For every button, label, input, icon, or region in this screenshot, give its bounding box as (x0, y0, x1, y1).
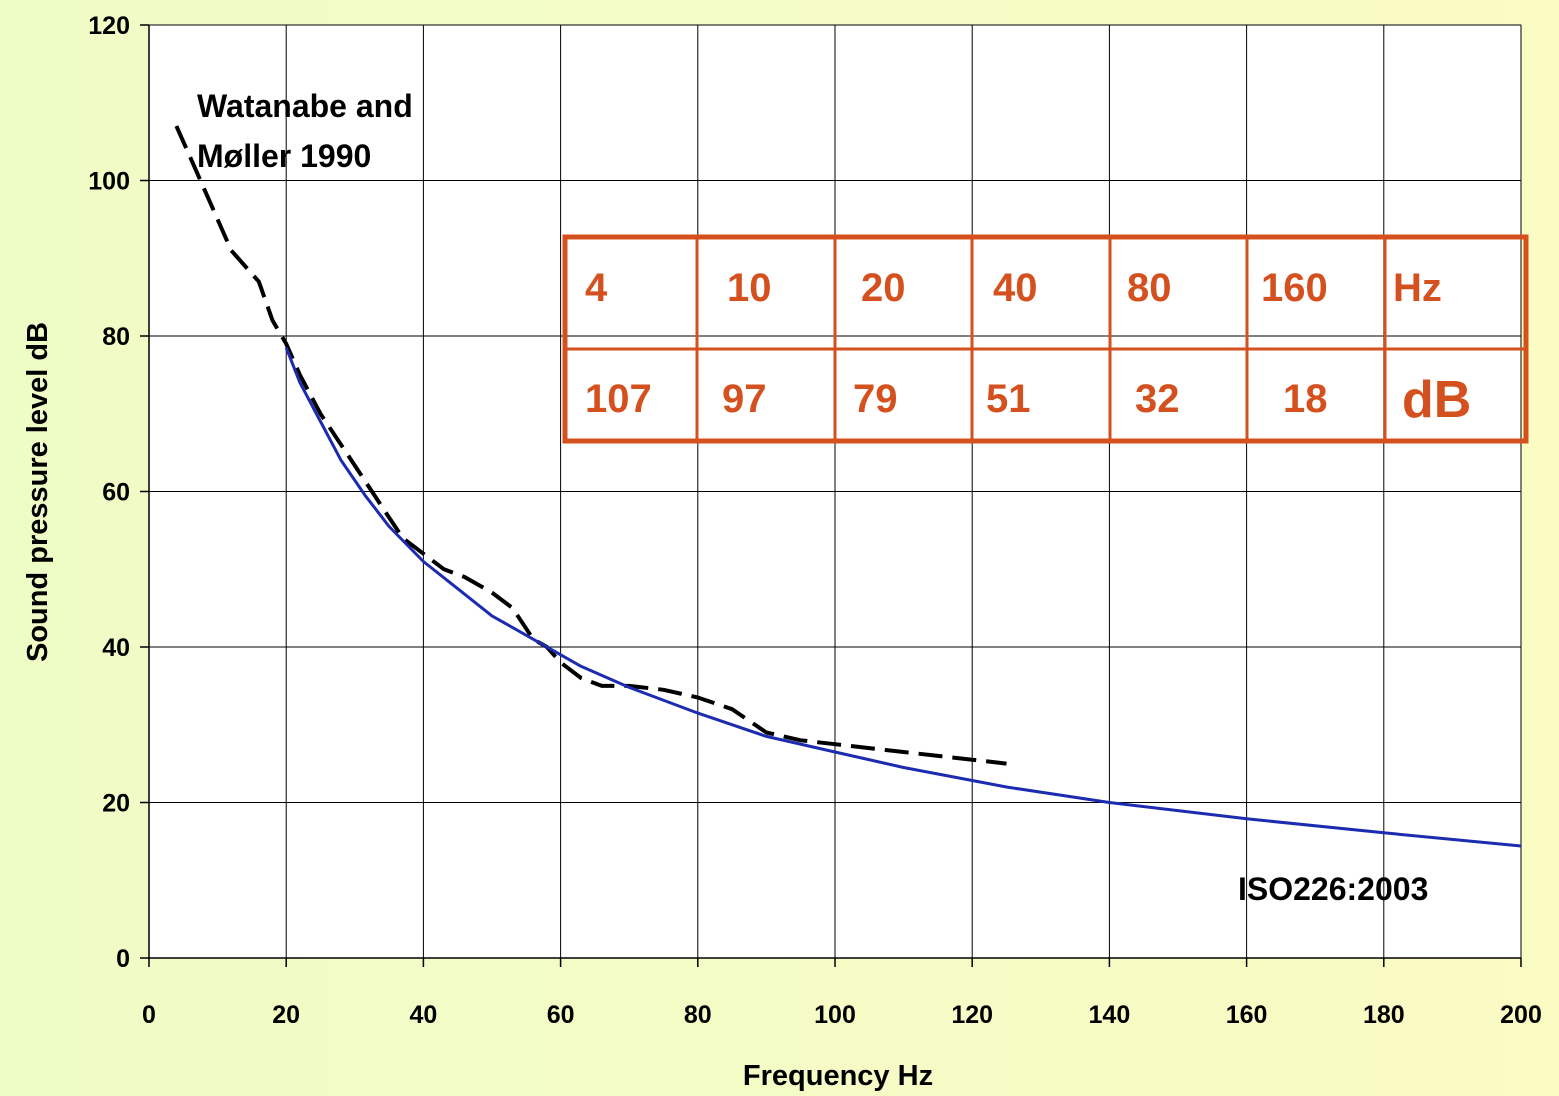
x-tick-labels: 0 20 40 60 80 100 120 140 160 180 200 (142, 1001, 1542, 1029)
x-tick-label: 60 (547, 1001, 575, 1029)
table-cell: 18 (1283, 377, 1328, 421)
y-tick-label: 60 (102, 479, 130, 507)
series-line-watanabe-moller (174, 125, 1007, 766)
table-cell: 40 (993, 266, 1038, 310)
table-cell: 107 (585, 377, 652, 421)
table-cell: 79 (853, 377, 898, 421)
table-cell: 10 (727, 266, 772, 310)
table-cell: 97 (722, 377, 767, 421)
axes (140, 24, 1522, 967)
table-cell: 51 (986, 377, 1031, 421)
table-cell: 80 (1127, 266, 1172, 310)
x-tick-label: 100 (814, 1001, 856, 1029)
table-cell: 20 (861, 266, 906, 310)
x-tick-label: 160 (1226, 1001, 1268, 1029)
y-tick-labels: 0 20 40 60 80 100 120 (88, 12, 130, 973)
annotation-watanabe-line1: Watanabe and (197, 88, 413, 124)
table-cell: Hz (1393, 266, 1442, 310)
frequency-level-table: 4 10 20 40 80 160 Hz 107 97 79 51 32 18 dB (562, 234, 1529, 444)
y-tick-label: 120 (88, 12, 130, 40)
y-tick-label: 80 (102, 323, 130, 351)
x-tick-label: 40 (409, 1001, 437, 1029)
x-tick-label: 80 (684, 1001, 712, 1029)
x-tick-label: 180 (1363, 1001, 1405, 1029)
table-cell: 4 (585, 266, 608, 310)
y-axis-title: Sound pressure level dB (22, 322, 54, 662)
x-tick-label: 0 (142, 1001, 156, 1029)
x-tick-label: 140 (1089, 1001, 1131, 1029)
annotation-watanabe-line2: Møller 1990 (197, 138, 371, 174)
series-line-iso226 (284, 347, 1522, 848)
annotation-iso: ISO226:2003 (1238, 871, 1428, 907)
grid (149, 24, 1522, 958)
x-axis-title: Frequency Hz (743, 1060, 933, 1092)
table-border (562, 234, 1529, 444)
table-cell: 32 (1135, 377, 1180, 421)
table-cell: 160 (1261, 266, 1328, 310)
y-tick-label: 100 (88, 168, 130, 196)
x-tick-label: 120 (951, 1001, 993, 1029)
table-cell: dB (1402, 371, 1471, 429)
y-tick-label: 20 (102, 790, 130, 818)
x-tick-label: 20 (272, 1001, 300, 1029)
x-tick-label: 200 (1500, 1001, 1542, 1029)
y-tick-label: 0 (116, 945, 130, 973)
y-tick-label: 40 (102, 634, 130, 662)
series-layer (174, 125, 1522, 848)
